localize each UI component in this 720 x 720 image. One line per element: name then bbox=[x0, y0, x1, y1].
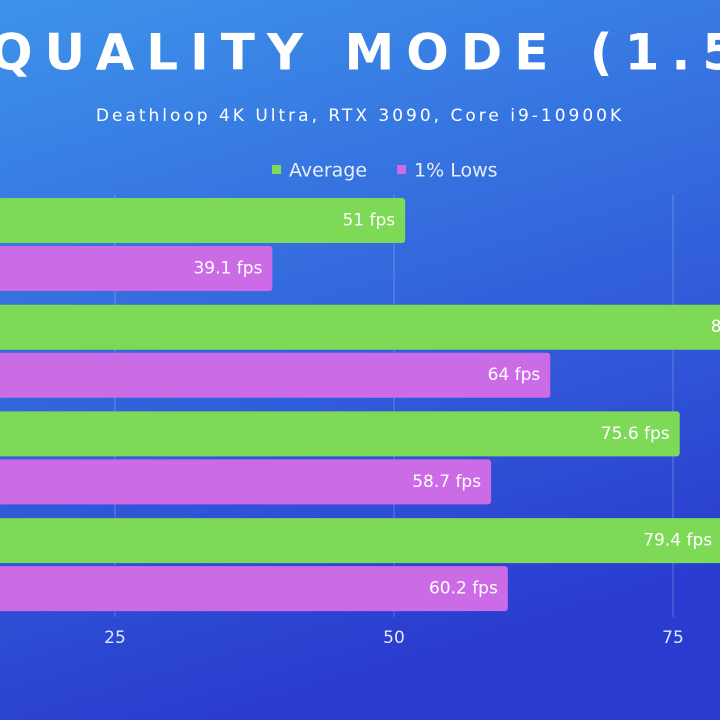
value-label: 75.6 fps bbox=[601, 424, 670, 444]
chart-title: QUALITY MODE (1.5X bbox=[0, 24, 720, 82]
chart-subtitle: Deathloop 4K Ultra, RTX 3090, Core i9-10… bbox=[96, 106, 624, 126]
value-label: 51 fps bbox=[342, 211, 395, 231]
bar bbox=[0, 566, 508, 612]
legend-swatch bbox=[397, 165, 407, 174]
x-tick-label: 75 bbox=[662, 628, 684, 648]
legend-label: Average bbox=[289, 160, 367, 182]
bar bbox=[0, 411, 680, 457]
bar bbox=[0, 518, 720, 564]
bar bbox=[0, 352, 551, 398]
bar bbox=[0, 459, 492, 505]
value-label: 58.7 fps bbox=[412, 472, 481, 492]
bar bbox=[0, 304, 720, 350]
bar bbox=[0, 198, 406, 243]
x-tick-label: 25 bbox=[104, 628, 126, 648]
value-label: 79.4 fps bbox=[643, 531, 712, 551]
value-label: 39.1 fps bbox=[193, 259, 262, 279]
legend-label: 1% Lows bbox=[414, 160, 498, 182]
legend-swatch bbox=[272, 165, 281, 174]
value-label: 64 fps bbox=[488, 365, 541, 385]
value-label: 84 fps bbox=[711, 317, 720, 337]
value-label: 60.2 fps bbox=[429, 579, 498, 599]
bar bbox=[0, 246, 273, 291]
x-tick-label: 50 bbox=[383, 628, 405, 648]
